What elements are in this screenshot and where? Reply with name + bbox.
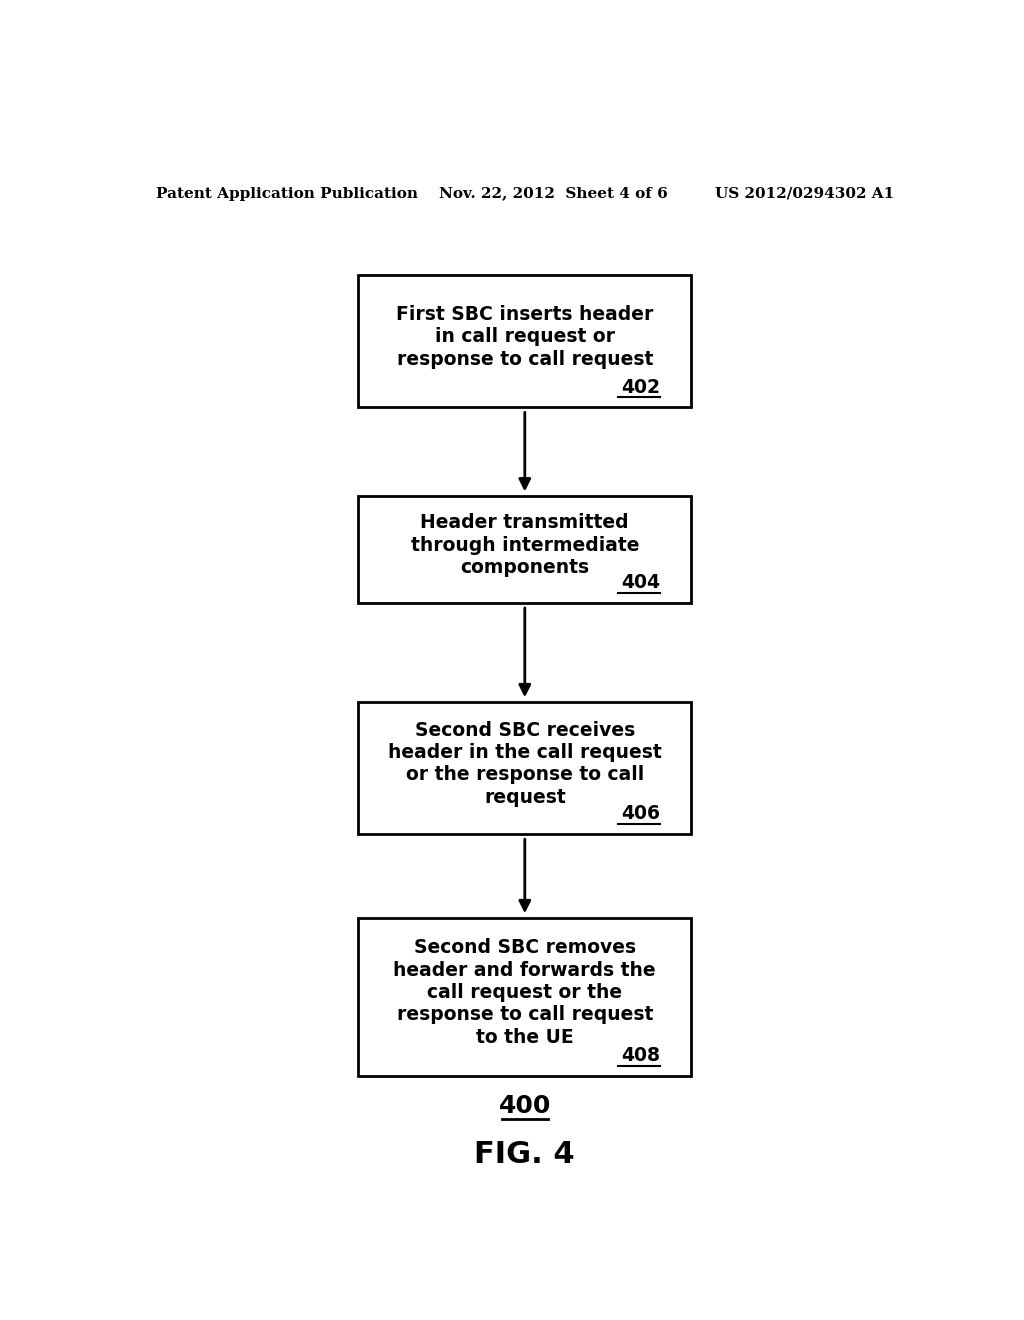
Text: response to call request: response to call request	[396, 350, 653, 368]
Text: Header transmitted: Header transmitted	[421, 513, 629, 532]
Text: components: components	[460, 558, 590, 577]
Text: First SBC inserts header: First SBC inserts header	[396, 305, 653, 323]
Text: 404: 404	[621, 573, 659, 593]
Text: header and forwards the: header and forwards the	[393, 961, 656, 979]
Text: 402: 402	[621, 378, 659, 396]
Text: FIG. 4: FIG. 4	[474, 1140, 575, 1170]
Text: or the response to call: or the response to call	[406, 766, 644, 784]
Text: request: request	[484, 788, 565, 807]
Text: 400: 400	[499, 1094, 551, 1118]
Text: 408: 408	[621, 1045, 659, 1065]
Text: in call request or: in call request or	[435, 327, 614, 346]
Text: header in the call request: header in the call request	[388, 743, 662, 762]
Text: response to call request: response to call request	[396, 1006, 653, 1024]
Text: Patent Application Publication    Nov. 22, 2012  Sheet 4 of 6         US 2012/02: Patent Application Publication Nov. 22, …	[156, 187, 894, 201]
FancyBboxPatch shape	[358, 276, 691, 408]
Text: 406: 406	[621, 804, 659, 824]
FancyBboxPatch shape	[358, 702, 691, 834]
FancyBboxPatch shape	[358, 496, 691, 603]
Text: Second SBC receives: Second SBC receives	[415, 721, 635, 739]
Text: Second SBC removes: Second SBC removes	[414, 939, 636, 957]
Text: through intermediate: through intermediate	[411, 536, 639, 554]
FancyBboxPatch shape	[358, 919, 691, 1076]
Text: to the UE: to the UE	[476, 1028, 573, 1047]
Text: call request or the: call request or the	[427, 983, 623, 1002]
